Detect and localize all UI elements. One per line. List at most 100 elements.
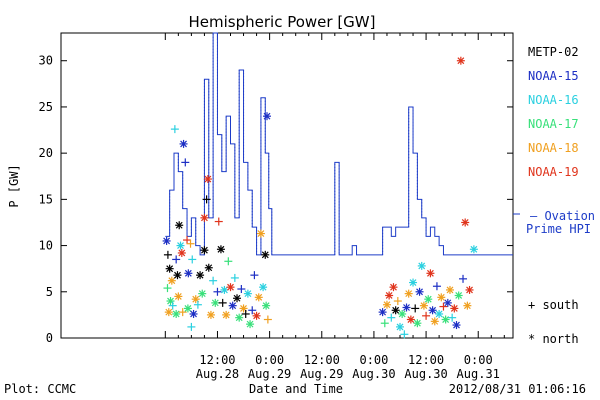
- north-point: [175, 221, 184, 230]
- north-point: [235, 313, 244, 322]
- north-point: [246, 320, 255, 329]
- north-point: [228, 301, 237, 310]
- legend-entry: NOAA-19: [528, 165, 579, 179]
- north-point: [465, 285, 474, 294]
- north-point: [216, 245, 225, 254]
- ovation-legend-line1: — Ovation: [530, 209, 595, 223]
- north-point: [200, 246, 209, 255]
- north-point: [252, 311, 261, 320]
- x-tick-time: 12:00: [199, 353, 235, 367]
- south-point: [230, 273, 239, 282]
- south-point: [218, 298, 227, 307]
- north-point: [174, 292, 183, 301]
- north-point: [424, 295, 433, 304]
- plot-credit: Plot: CCMC: [4, 382, 76, 396]
- south-point: [459, 274, 468, 283]
- north-point: [254, 293, 263, 302]
- north-point: [463, 301, 472, 310]
- north-point: [226, 283, 235, 292]
- north-point: [428, 306, 437, 315]
- south-point: [202, 195, 211, 204]
- x-axis: 12:00Aug.280:00Aug.2912:00Aug.290:00Aug.…: [164, 33, 505, 381]
- ovation-series-line: [165, 32, 513, 256]
- north-point: [430, 317, 439, 326]
- south-point: [263, 315, 272, 324]
- legend-entry: NOAA-15: [528, 69, 579, 83]
- north-point: [417, 261, 426, 270]
- north-point: [469, 245, 478, 254]
- y-tick-label: 25: [39, 100, 53, 114]
- legend-entry: METP-02: [528, 45, 579, 59]
- south-point: [170, 125, 179, 134]
- north-point: [456, 56, 465, 65]
- north-point: [189, 309, 198, 318]
- north-point: [191, 295, 200, 304]
- south-point: [172, 255, 181, 264]
- x-tick-time: 0:00: [255, 353, 284, 367]
- south-point: [163, 284, 172, 293]
- north-point: [233, 294, 242, 303]
- south-point: [393, 297, 402, 306]
- south-point: [183, 236, 192, 245]
- north-point: [173, 271, 182, 280]
- north-point: [184, 269, 193, 278]
- north-point: [415, 287, 424, 296]
- timestamp: 2012/08/31 01:06:16: [449, 382, 586, 396]
- north-point: [166, 297, 175, 306]
- north-point: [220, 285, 229, 294]
- y-tick-label: 5: [46, 285, 53, 299]
- south-point: [209, 276, 218, 285]
- south-point: [380, 319, 389, 328]
- north-point: [256, 229, 265, 238]
- north-point: [196, 271, 205, 280]
- north-point: [203, 175, 212, 184]
- north-point: [239, 304, 248, 313]
- north-point: [172, 309, 181, 318]
- north-point: [452, 321, 461, 330]
- x-tick-time: 12:00: [408, 353, 444, 367]
- south-point: [214, 217, 223, 226]
- north-point: [211, 298, 220, 307]
- south-point: [187, 322, 196, 331]
- north-marker-legend: * north: [528, 332, 579, 346]
- north-point: [454, 291, 463, 300]
- north-point: [167, 276, 176, 285]
- north-point: [263, 112, 272, 121]
- north-point: [204, 263, 213, 272]
- north-point: [402, 303, 411, 312]
- legend: METP-02 NOAA-15 NOAA-16 NOAA-17 NOAA-18 NOAA-…: [513, 45, 579, 215]
- south-point: [178, 308, 187, 317]
- north-point: [164, 308, 173, 317]
- legend-entry: NOAA-17: [528, 117, 579, 131]
- north-point: [200, 213, 209, 222]
- north-point: [391, 306, 400, 315]
- south-point: [188, 255, 197, 264]
- legend-entry: NOAA-18: [528, 141, 579, 155]
- y-tick-label: 10: [39, 239, 53, 253]
- north-point: [450, 304, 459, 313]
- north-point: [378, 308, 387, 317]
- south-point: [224, 257, 233, 266]
- chart-title: Hemispheric Power [GW]: [189, 13, 376, 31]
- south-point: [241, 309, 250, 318]
- south-point: [181, 158, 190, 167]
- satellite-points: [162, 56, 478, 339]
- x-tick-date: Aug.28: [196, 367, 239, 381]
- north-point: [165, 264, 174, 273]
- y-tick-label: 20: [39, 146, 53, 160]
- north-point: [396, 322, 404, 331]
- north-point: [461, 218, 470, 227]
- north-point: [404, 289, 413, 298]
- north-point: [177, 248, 186, 257]
- north-point: [437, 293, 446, 302]
- south-point: [400, 330, 409, 339]
- ovation-dotted-drops: [169, 33, 427, 255]
- north-point: [183, 304, 192, 313]
- legend-entry: NOAA-16: [528, 93, 579, 107]
- x-tick-date: Aug.30: [404, 367, 447, 381]
- north-point: [262, 301, 271, 310]
- north-point: [413, 319, 422, 328]
- x-tick-date: Aug.31: [457, 367, 500, 381]
- north-point: [385, 291, 394, 300]
